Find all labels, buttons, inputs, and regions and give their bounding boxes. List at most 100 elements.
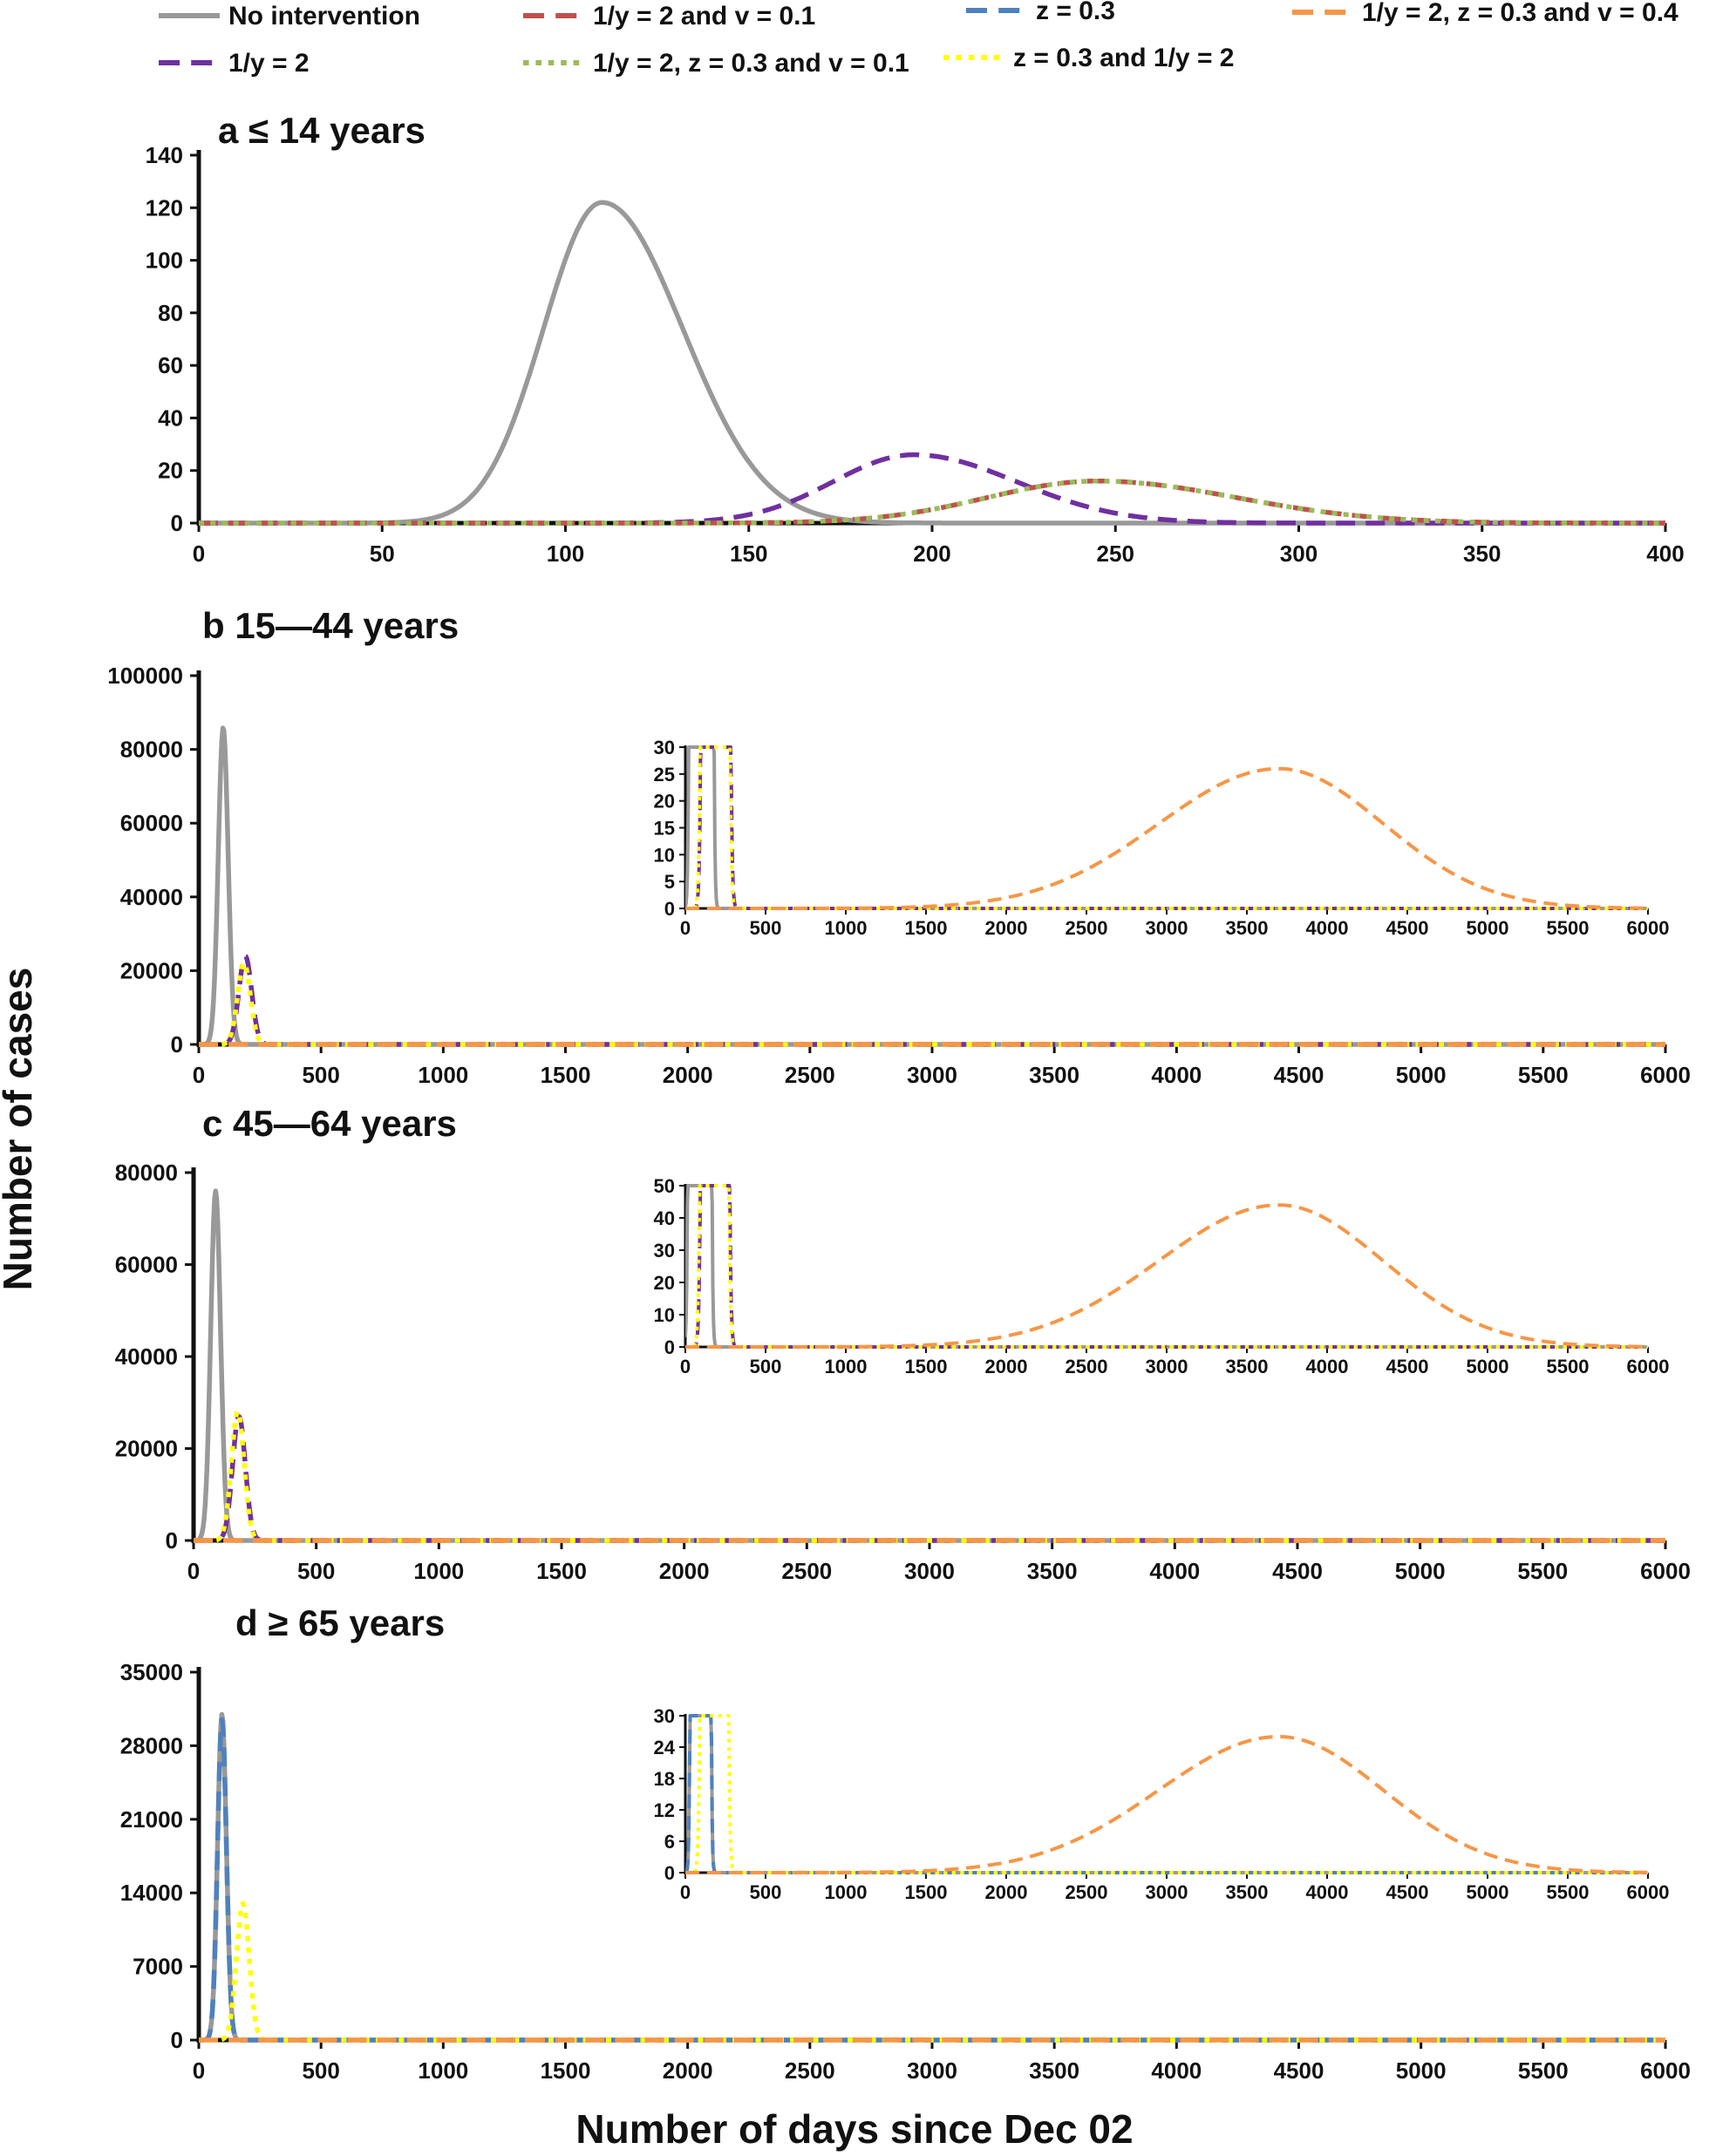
legend-item: z = 0.3 and 1/y = 2 [943,44,1234,72]
y-tick-label: 30 [654,1705,675,1727]
y-tick-label: 20 [654,791,675,813]
series-line [197,452,1667,526]
x-tick-label: 1500 [536,1558,587,1584]
legend-label: 1/y = 2, z = 0.3 and v = 0.1 [593,49,909,78]
y-tick-label: 40000 [115,1343,178,1370]
x-tick-label: 4500 [1272,1558,1323,1584]
y-tick-label: 0 [171,510,183,536]
x-tick-label: 5000 [1396,1062,1447,1088]
y-tick-label: 14000 [120,1880,183,1906]
x-tick-label: 3000 [1146,1356,1188,1377]
x-tick-label: 6000 [1627,917,1670,939]
legend-label: 1/y = 2 [228,49,310,78]
x-tick-label: 4500 [1274,1062,1324,1088]
x-tick-label: 1500 [905,917,948,939]
y-tick-label: 0 [171,2027,183,2053]
x-tick-label: 200 [913,541,950,567]
x-tick-label: 3000 [1146,917,1188,939]
series-line [685,1714,1648,1874]
x-tick-label: 3000 [907,1062,957,1088]
y-tick-label: 30 [654,737,675,758]
x-tick-label: 50 [370,541,395,567]
x-tick-label: 6000 [1640,1558,1691,1584]
x-tick-label: 5500 [1547,1356,1590,1377]
x-tick-label: 2500 [785,2057,835,2084]
series-line [197,725,1667,1047]
y-tick-label: 6 [664,1831,675,1853]
y-tick-label: 140 [146,142,183,168]
legend-item: 1/y = 2 [159,49,310,78]
x-tick-label: 5500 [1547,1881,1590,1903]
y-tick-label: 80 [158,300,183,326]
y-tick-label: 10 [654,844,675,866]
panel-a: a ≤ 14 years 0 50 100 150 200 250 300 350 400 0 20 4… [146,110,1685,567]
y-tick-label: 80000 [115,1160,178,1186]
legend-item: 1/y = 2 and v = 0.1 [523,2,815,31]
series-line [685,1203,1648,1349]
series-line [197,1717,1667,2043]
x-tick-label: 2500 [785,1062,835,1088]
series-line [685,1184,1648,1349]
legend-item: No intervention [159,2,420,31]
x-tick-label: 5000 [1467,917,1509,939]
series-line [685,745,1648,910]
x-tick-label: 5000 [1467,1881,1509,1903]
y-tick-label: 0 [664,1336,675,1358]
series-line [685,1184,1648,1349]
x-tick-label: 3000 [907,2057,957,2084]
y-tick-label: 0 [171,1031,183,1058]
legend-label: 1/y = 2 and v = 0.1 [593,2,815,31]
x-tick-label: 4000 [1306,1356,1349,1377]
series-line [685,766,1648,910]
x-tick-label: 2000 [985,917,1028,939]
x-tick-label: 5500 [1518,1062,1569,1088]
x-tick-label: 1000 [825,1881,868,1903]
legend-label: z = 0.3 [1036,0,1115,25]
x-tick-label: 4500 [1386,1356,1429,1377]
y-tick-label: 30 [654,1240,675,1262]
y-tick-label: 40 [158,405,183,431]
x-tick-label: 1500 [541,2057,591,2084]
x-tick-label: 4500 [1386,1881,1429,1903]
y-tick-label: 24 [654,1737,676,1758]
x-tick-label: 1000 [413,1558,464,1584]
series-line [685,1714,1648,1874]
x-tick-label: 2500 [1066,917,1108,939]
x-tick-label: 500 [750,1356,782,1377]
panel-title: b 15—44 years [202,605,459,646]
x-tick-label: 500 [750,1881,782,1903]
x-tick-label: 6000 [1640,1062,1691,1088]
inset-d: 0 500 1000 1500 2000 2500 3000 3500 4000 4500 5000… [654,1705,1670,1903]
x-tick-label: 2000 [985,1881,1028,1903]
x-tick-label: 0 [680,1356,691,1377]
inset-c: 0 500 1000 1500 2000 2500 3000 3500 4000 4500 5000… [654,1175,1670,1377]
y-tick-label: 60000 [120,810,183,836]
series-line [197,479,1667,526]
series-line [197,479,1667,526]
x-tick-label: 6000 [1627,1356,1670,1377]
y-tick-label: 20 [158,458,183,484]
x-axis-label: Number of days since Dec 02 [575,2106,1133,2152]
x-tick-label: 3500 [1226,1356,1269,1377]
x-tick-label: 0 [193,1062,205,1088]
legend-item: 1/y = 2, z = 0.3 and v = 0.1 [523,49,909,78]
x-tick-label: 500 [297,1558,335,1584]
inset-series [685,745,1648,910]
legend-item: 1/y = 2, z = 0.3 and v = 0.4 [1292,0,1678,27]
series-line [685,1735,1648,1874]
y-tick-label: 15 [654,818,675,840]
x-tick-label: 0 [680,1881,691,1903]
y-tick-label: 10 [654,1304,675,1326]
x-tick-label: 3500 [1029,2057,1079,2084]
x-tick-label: 4500 [1274,2057,1324,2084]
series-line [685,745,1648,910]
x-tick-label: 3500 [1029,1062,1079,1088]
series-line [197,200,1667,526]
y-tick-label: 120 [146,194,183,221]
x-tick-label: 1000 [418,2057,468,2084]
series-line [197,1711,1667,2043]
